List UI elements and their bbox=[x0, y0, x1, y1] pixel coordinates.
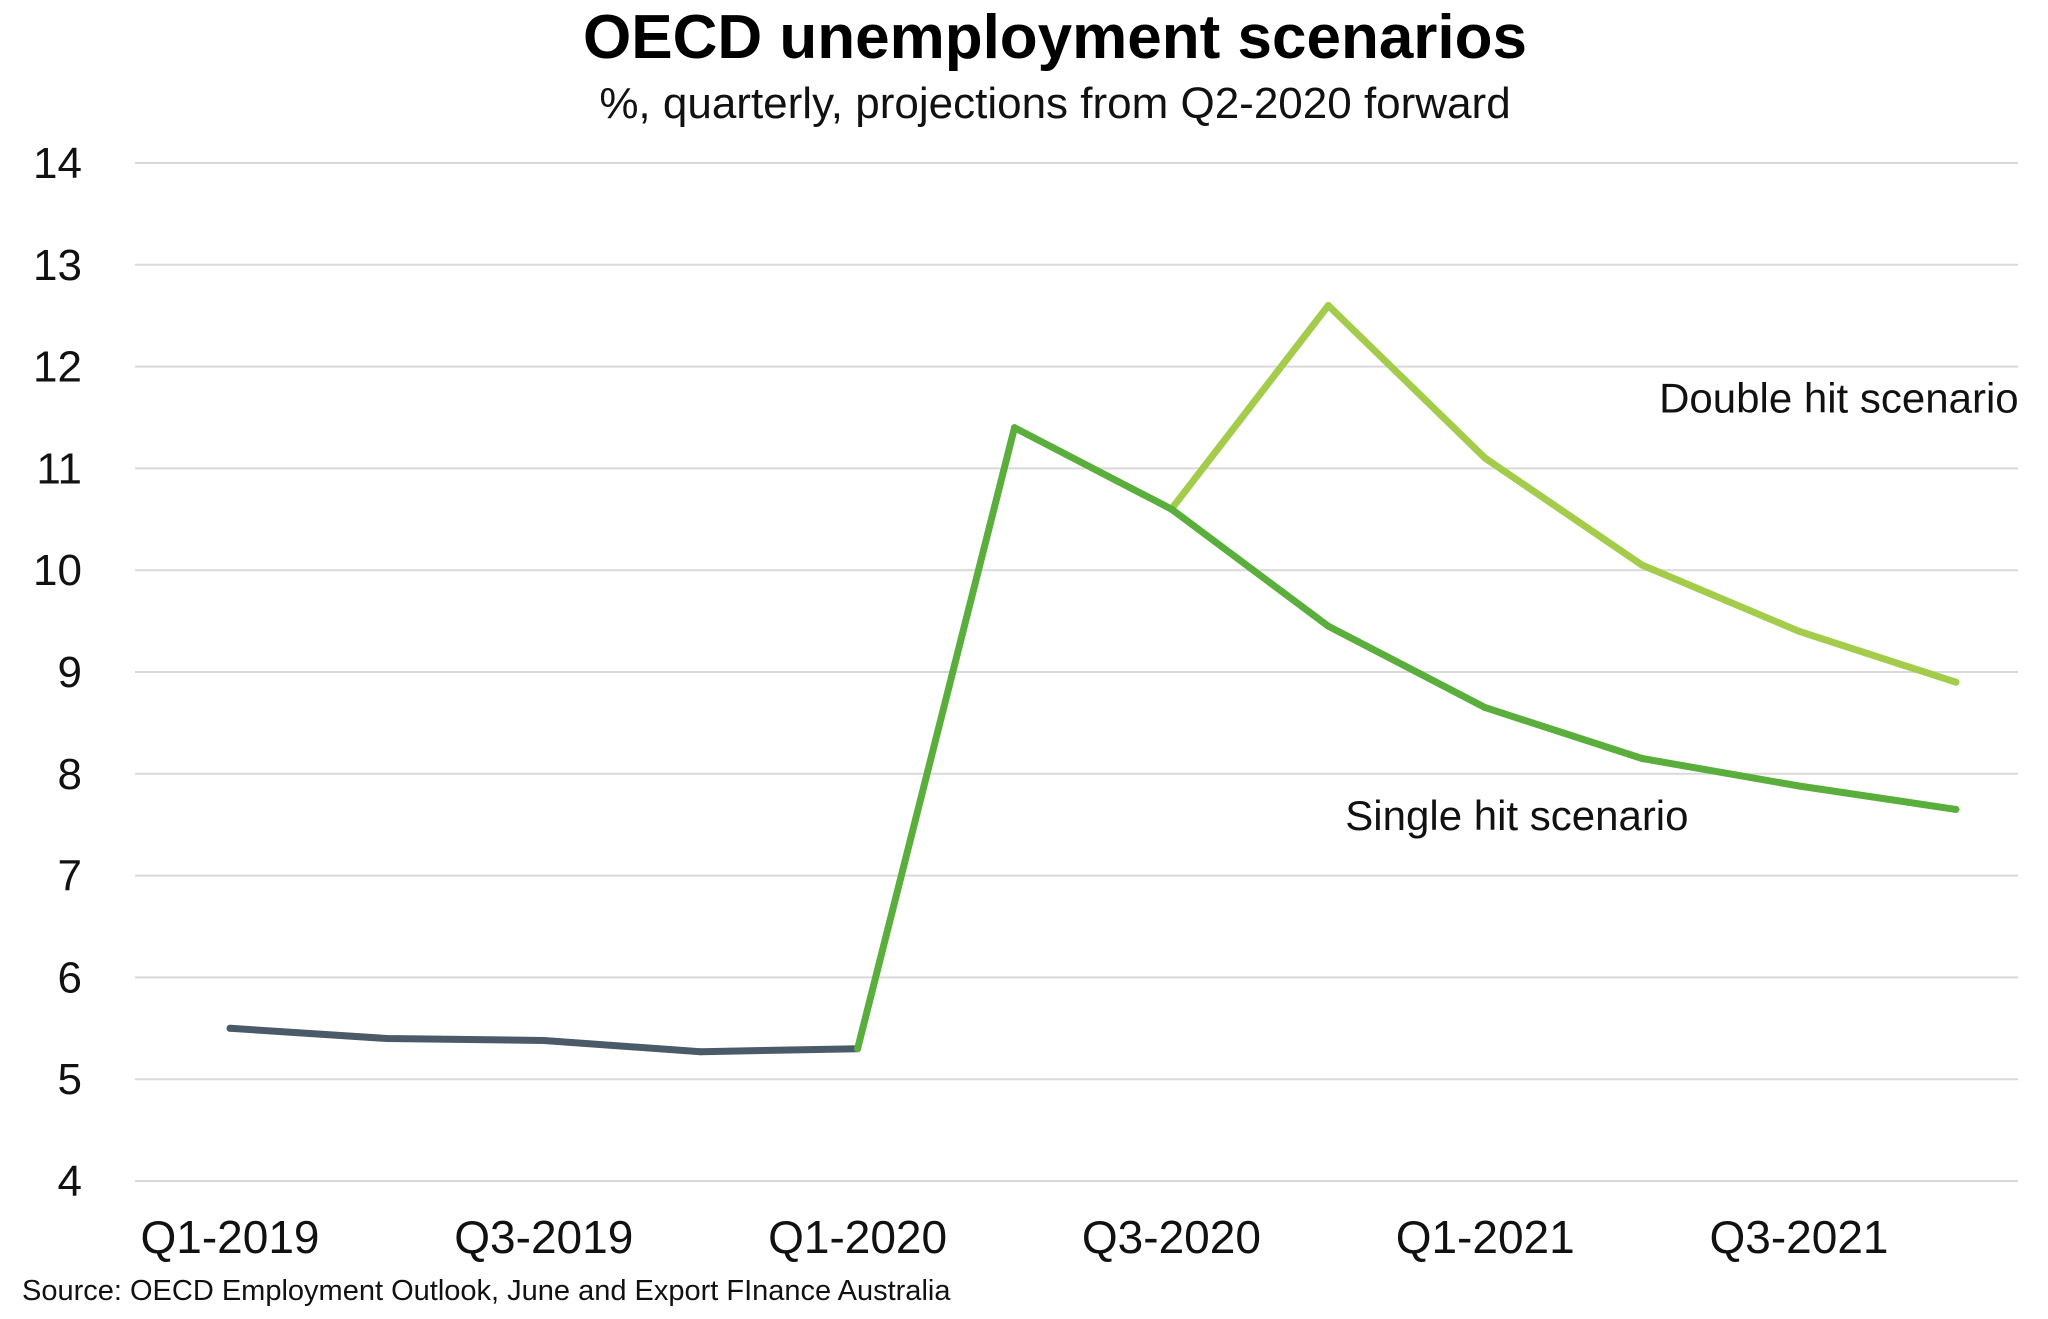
x-tick-label: Q1-2019 bbox=[140, 1211, 319, 1263]
y-tick-label: 7 bbox=[58, 852, 82, 901]
y-axis-ticks: 4 5 6 7 8 9 10 11 12 13 14 bbox=[33, 139, 82, 1206]
y-tick-label: 5 bbox=[58, 1055, 82, 1104]
y-tick-label: 4 bbox=[58, 1157, 82, 1206]
gridlines bbox=[135, 162, 2018, 1182]
data-point-single bbox=[854, 1045, 862, 1053]
data-point-double bbox=[1952, 678, 1960, 686]
series-line-double bbox=[1167, 302, 1960, 686]
series-line-single bbox=[854, 424, 1960, 1053]
x-tick-label: Q1-2020 bbox=[768, 1211, 947, 1263]
annotations: Double hit scenario Single hit scenario bbox=[1345, 374, 2018, 838]
data-point-historical bbox=[383, 1034, 391, 1042]
data-point-single bbox=[1167, 505, 1175, 513]
series-lines bbox=[226, 302, 1960, 1056]
x-tick-label: Q3-2021 bbox=[1709, 1211, 1888, 1263]
y-tick-label: 8 bbox=[58, 750, 82, 799]
chart-title: OECD unemployment scenarios bbox=[583, 3, 1527, 72]
y-tick-label: 10 bbox=[33, 546, 82, 595]
data-point-single bbox=[1481, 704, 1489, 712]
y-tick-label: 12 bbox=[33, 343, 82, 392]
data-point-double bbox=[1795, 627, 1803, 635]
y-tick-label: 13 bbox=[33, 241, 82, 290]
data-point-historical bbox=[226, 1024, 234, 1032]
data-point-double bbox=[1638, 561, 1646, 569]
y-tick-label: 6 bbox=[58, 953, 82, 1002]
data-point-single bbox=[1952, 805, 1960, 813]
x-tick-label: Q3-2019 bbox=[454, 1211, 633, 1263]
y-tick-label: 9 bbox=[58, 648, 82, 697]
x-tick-label: Q1-2021 bbox=[1396, 1211, 1575, 1263]
data-point-single bbox=[1324, 622, 1332, 630]
data-point-single bbox=[1795, 782, 1803, 790]
x-tick-label: Q3-2020 bbox=[1082, 1211, 1261, 1263]
chart-subtitle: %, quarterly, projections from Q2-2020 f… bbox=[599, 79, 1510, 128]
data-point-double bbox=[1324, 302, 1332, 310]
annotation-label: Single hit scenario bbox=[1345, 792, 1688, 839]
data-point-single bbox=[1638, 755, 1646, 763]
source-note: Source: OECD Employment Outlook, June an… bbox=[22, 1275, 951, 1307]
y-tick-label: 11 bbox=[36, 444, 82, 493]
data-point-historical bbox=[697, 1048, 705, 1056]
data-point-single bbox=[1011, 424, 1018, 432]
y-tick-label: 14 bbox=[33, 139, 82, 188]
annotation-label: Double hit scenario bbox=[1659, 374, 2019, 421]
data-point-historical bbox=[540, 1037, 548, 1045]
x-axis-ticks: Q1-2019 Q3-2019 Q1-2020 Q3-2020 Q1-2021 Q3-20… bbox=[140, 1211, 1888, 1263]
data-point-double bbox=[1481, 454, 1489, 462]
